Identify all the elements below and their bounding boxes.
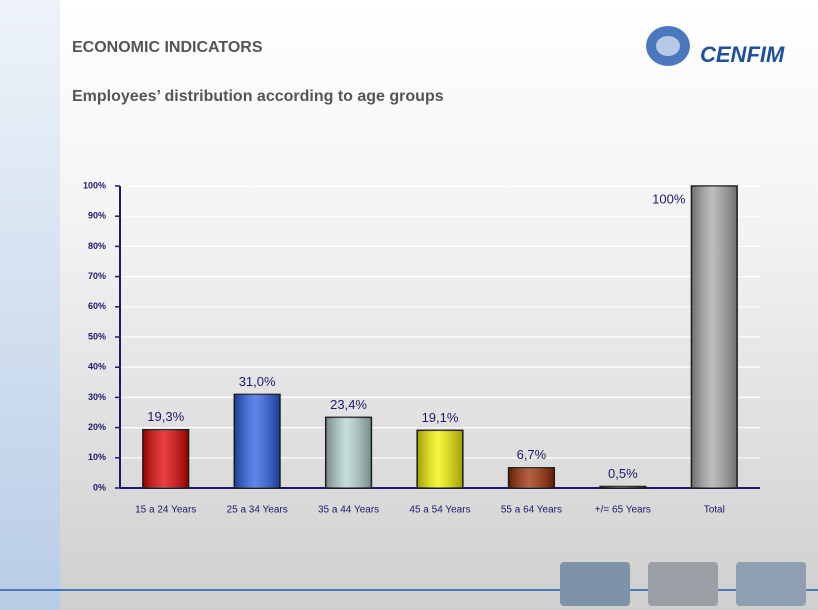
value-label: 19,1% bbox=[422, 410, 459, 425]
bar bbox=[690, 185, 738, 489]
x-tick-label: 45 a 54 Years bbox=[409, 505, 470, 516]
logo: CENFIM bbox=[646, 26, 785, 67]
y-tick-label: 90% bbox=[88, 211, 106, 221]
y-tick-label: 100% bbox=[83, 180, 106, 190]
bar bbox=[233, 393, 281, 489]
footer-images bbox=[560, 562, 806, 606]
value-label: 23,4% bbox=[330, 397, 367, 412]
bar bbox=[142, 428, 190, 489]
y-tick-label: 40% bbox=[88, 362, 106, 372]
bar bbox=[416, 429, 464, 489]
y-tick-label: 0% bbox=[93, 482, 106, 492]
y-tick-label: 20% bbox=[88, 422, 106, 432]
x-tick-label: +/= 65 Years bbox=[595, 505, 651, 516]
y-tick-label: 30% bbox=[88, 392, 106, 402]
y-tick-label: 70% bbox=[88, 271, 106, 281]
slide-subtitle: Employees’ distribution according to age… bbox=[72, 88, 444, 105]
y-tick-label: 60% bbox=[88, 301, 106, 311]
value-label: 19,3% bbox=[147, 409, 184, 424]
logo-text: CENFIM bbox=[700, 42, 785, 67]
side-strip bbox=[0, 0, 60, 610]
x-tick-label: 15 a 24 Years bbox=[135, 505, 196, 516]
y-tick-label: 80% bbox=[88, 241, 106, 251]
value-label: 0,5% bbox=[608, 466, 638, 481]
bar bbox=[599, 485, 647, 489]
x-tick-label: 35 a 44 Years bbox=[318, 505, 379, 516]
value-label: 100% bbox=[652, 191, 686, 206]
value-label: 6,7% bbox=[517, 447, 547, 462]
value-label: 31,0% bbox=[239, 374, 276, 389]
x-tick-label: Total bbox=[704, 505, 725, 516]
x-tick-label: 25 a 34 Years bbox=[227, 505, 288, 516]
slide-title: ECONOMIC INDICATORS bbox=[72, 39, 263, 56]
y-tick-label: 10% bbox=[88, 452, 106, 462]
x-tick-label: 55 a 64 Years bbox=[501, 505, 562, 516]
bar bbox=[324, 416, 373, 489]
y-tick-label: 50% bbox=[88, 331, 106, 341]
bar bbox=[507, 467, 556, 489]
